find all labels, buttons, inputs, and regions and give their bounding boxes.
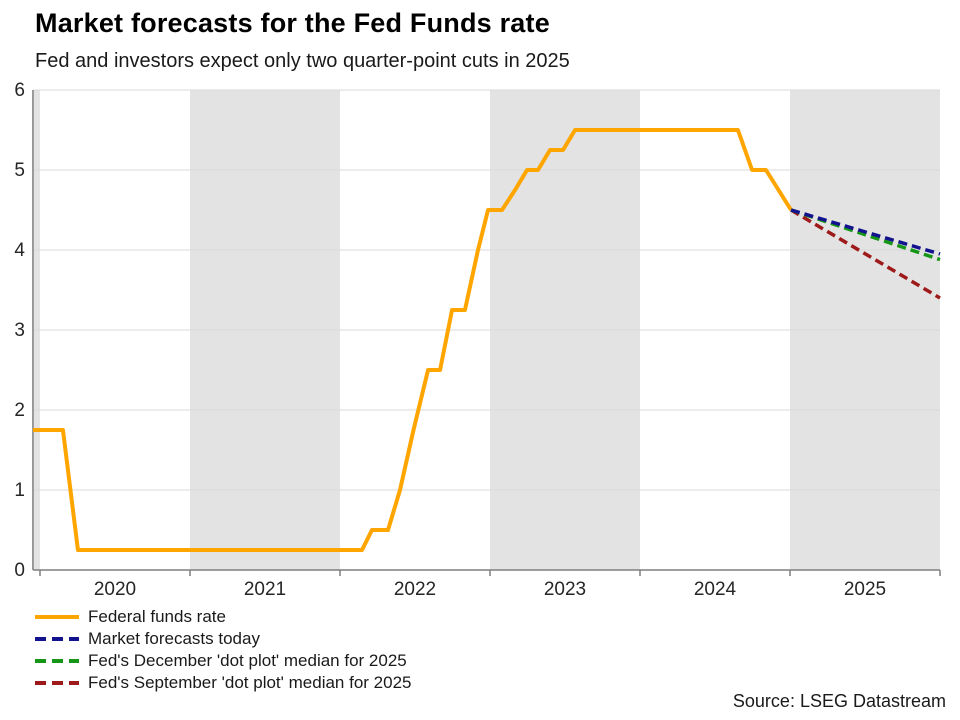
y-tick-label: 0 [14,560,25,581]
legend-item-market-forecasts-today: Market forecasts today [35,628,411,650]
series-2-line [790,208,941,262]
legend: Federal funds rate Market forecasts toda… [35,606,411,694]
legend-swatch-market-forecasts-today [35,637,79,641]
legend-item-september-dot-plot: Fed's September 'dot plot' median for 20… [35,672,411,694]
legend-swatch-september-dot-plot [35,681,79,685]
series-3-line [790,208,941,300]
series-0-line [32,128,793,552]
y-tick-label: 5 [14,160,25,181]
source-note: Source: LSEG Datastream [732,691,946,711]
series-1-line [790,208,941,256]
y-tick-label: 2 [14,400,25,421]
legend-swatch-federal-funds-rate [35,615,79,619]
legend-item-december-dot-plot: Fed's December 'dot plot' median for 202… [35,650,411,672]
x-tick-label: 2025 [844,579,886,600]
y-tick-label: 3 [14,320,25,341]
x-tick-label: 2022 [394,579,436,600]
x-tick-label: 2024 [694,579,737,600]
x-tick-label: 2023 [544,579,586,600]
legend-label: Fed's December 'dot plot' median for 202… [88,651,407,670]
x-tick-label: 2021 [244,579,286,600]
y-tick-label: 4 [14,240,25,261]
x-tick-label: 2020 [94,579,136,600]
page-title: Market forecasts for the Fed Funds rate [35,8,550,38]
legend-item-federal-funds-rate: Federal funds rate [35,606,411,628]
page-subtitle: Fed and investors expect only two quarte… [35,50,570,72]
legend-label: Market forecasts today [88,629,260,648]
legend-label: Fed's September 'dot plot' median for 20… [88,673,412,692]
y-tick-label: 6 [14,80,25,101]
y-tick-label: 1 [14,480,25,501]
legend-swatch-december-dot-plot [35,659,79,663]
legend-label: Federal funds rate [88,607,226,626]
